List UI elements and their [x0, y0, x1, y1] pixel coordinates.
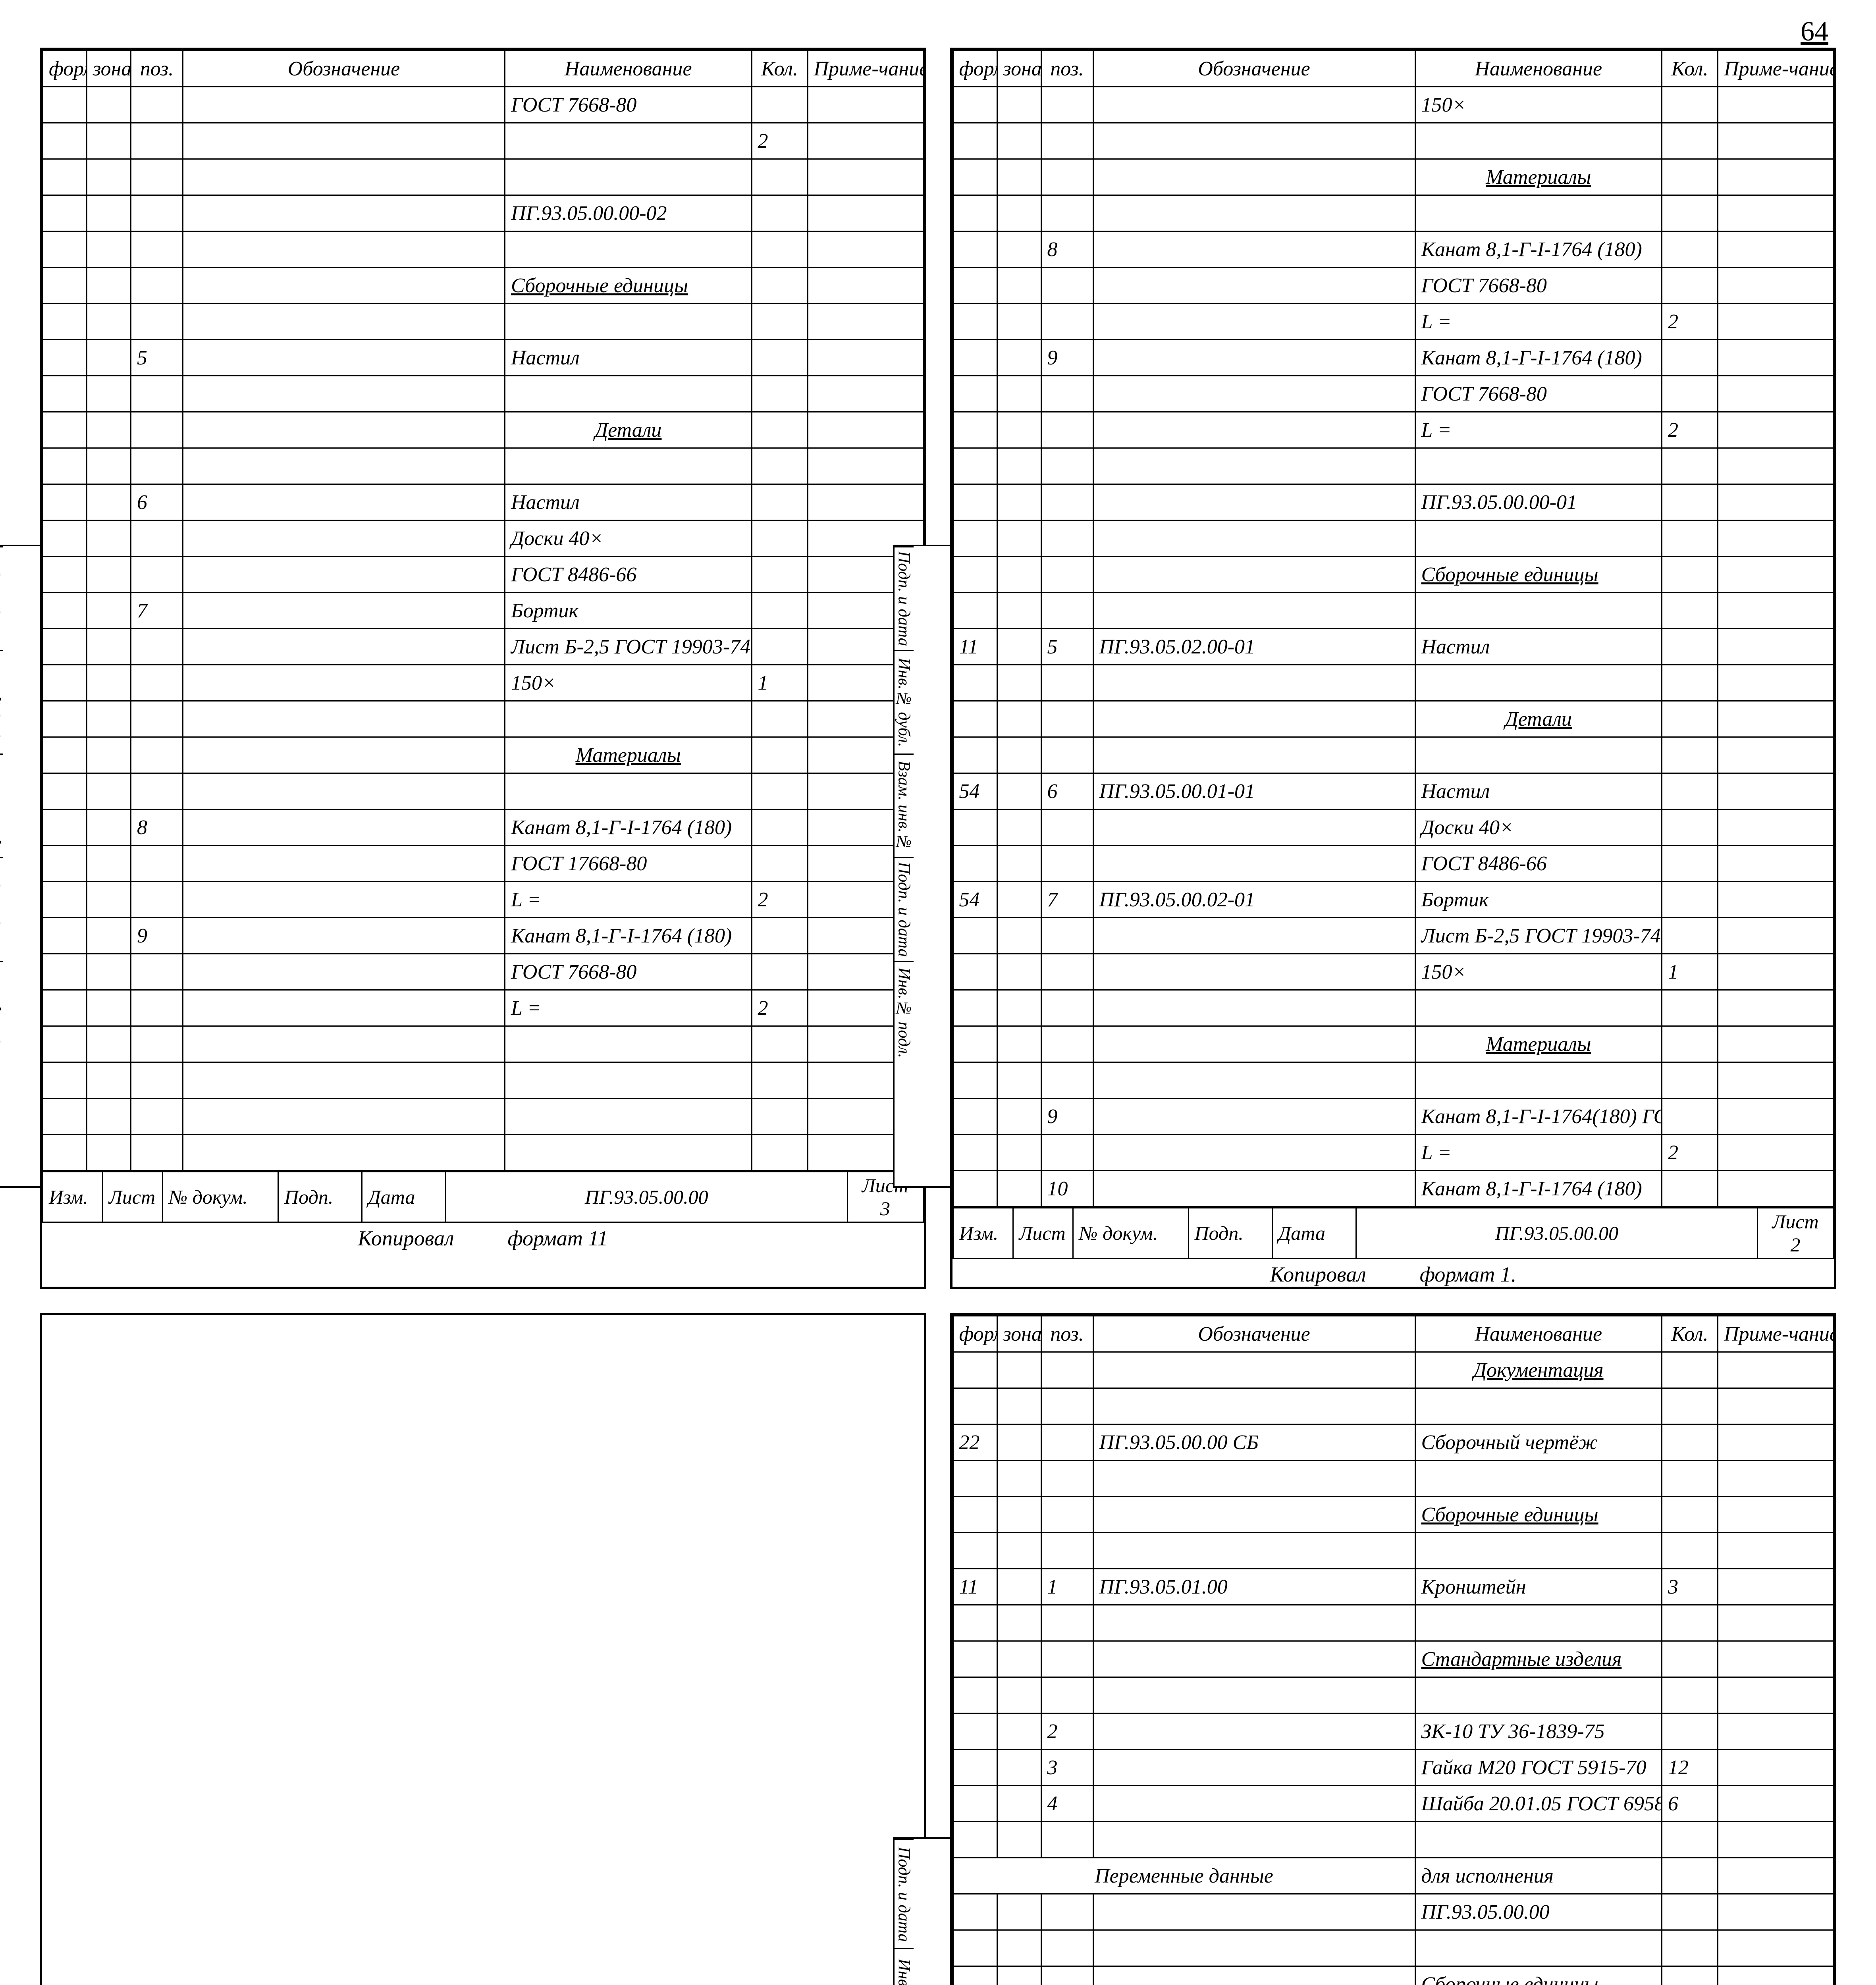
table-row	[953, 737, 1834, 773]
table-row	[953, 1605, 1834, 1641]
bom-pane-topright: Подп. и датаИнв.№ дубл. Взам. инв.№Подп.…	[950, 48, 1837, 1289]
bom-pane-topleft: Подп. и датаИнв.№ дубл. Взам. инв.№Подп.…	[40, 48, 926, 1289]
bom-table: формат зона поз. Обозначение Наименовани…	[952, 50, 1834, 1207]
table-row: 150×1	[43, 665, 924, 701]
table-row	[953, 1062, 1834, 1098]
title-strip: Изм. Лист № докум. Подп. Дата ПГ.93.05.0…	[952, 1207, 1834, 1259]
table-row: 150×	[953, 87, 1834, 123]
table-row: 22ПГ.93.05.00.00 СБСборочный чертёж	[953, 1424, 1834, 1461]
table-row	[953, 123, 1834, 159]
table-row: ПГ.93.05.00.00-01	[953, 484, 1834, 520]
table-row	[43, 159, 924, 195]
table-row: 115ПГ.93.05.02.00-01Настил	[953, 629, 1834, 665]
table-row	[43, 1098, 924, 1135]
table-row	[953, 1677, 1834, 1713]
table-row	[43, 1026, 924, 1062]
table-row: Переменные данныедля исполнения	[953, 1858, 1834, 1894]
table-row: ГОСТ 7668-80	[43, 87, 924, 123]
table-row: 150×1	[953, 954, 1834, 990]
bom-table: формат зона поз. Обозначение Наименовани…	[952, 1315, 1834, 1985]
table-row: ГОСТ 8486-66	[43, 557, 924, 593]
table-row: Детали	[953, 701, 1834, 737]
table-row: ПГ.93.05.00.00-02	[43, 195, 924, 231]
title-strip: Изм. Лист № докум. Подп. Дата ПГ.93.05.0…	[42, 1171, 924, 1223]
table-row: 6Настил	[43, 484, 924, 520]
binding-strip: Подп. и датаИнв.№ дубл. Взам. инв.№Подп.…	[0, 545, 41, 1188]
table-row	[953, 520, 1834, 557]
table-row: Сборочные единицы	[953, 1497, 1834, 1533]
table-row	[43, 701, 924, 737]
table-row	[953, 1930, 1834, 1966]
table-row: 5Настил	[43, 340, 924, 376]
table-row: ГОСТ 8486-66	[953, 846, 1834, 882]
bom-table: формат зона поз. Обозначение Наименовани…	[42, 50, 924, 1171]
binding-strip: Подп. и датаИнв.№ дубл. Взам. инв.№Подп.…	[893, 1837, 952, 1985]
table-row	[953, 1461, 1834, 1497]
table-row	[43, 231, 924, 268]
table-row: Материалы	[43, 737, 924, 773]
table-row: Лист Б-2,5 ГОСТ 19903-74 / Ст-3 ГОСТ 165…	[953, 918, 1834, 954]
table-row: L =2	[953, 304, 1834, 340]
table-row: L =2	[43, 882, 924, 918]
table-row: ГОСТ 17668-80	[43, 846, 924, 882]
table-row	[953, 448, 1834, 484]
table-row	[43, 1135, 924, 1171]
table-row: 547ПГ.93.05.00.02-01Бортик	[953, 882, 1834, 918]
table-row: 2	[43, 123, 924, 159]
table-row: Доски 40×	[43, 520, 924, 557]
table-row	[953, 665, 1834, 701]
table-row: 9Канат 8,1-Г-I-1764(180) ГОСТ 7668-80	[953, 1098, 1834, 1135]
table-row: ГОСТ 7668-80	[43, 954, 924, 990]
table-row: L =2	[953, 1135, 1834, 1171]
table-row: L =2	[953, 412, 1834, 448]
table-row: 3Гайка М20 ГОСТ 5915-7012	[953, 1750, 1834, 1786]
table-row	[43, 304, 924, 340]
table-row: Доски 40×	[953, 809, 1834, 846]
table-row	[43, 1062, 924, 1098]
table-row	[953, 1533, 1834, 1569]
table-row: 2ЗК-10 ТУ 36-1839-75	[953, 1713, 1834, 1750]
table-row: Детали	[43, 412, 924, 448]
table-row	[953, 990, 1834, 1026]
table-row	[43, 376, 924, 412]
table-row: L =2	[43, 990, 924, 1026]
table-row	[953, 1388, 1834, 1424]
table-row: 111ПГ.93.05.01.00Кронштейн3	[953, 1569, 1834, 1605]
table-row: 9Канат 8,1-Г-I-1764 (180)	[43, 918, 924, 954]
table-row	[43, 448, 924, 484]
table-row: 546ПГ.93.05.00.01-01Настил	[953, 773, 1834, 809]
table-row: Документация	[953, 1352, 1834, 1388]
table-row: ГОСТ 7668-80	[953, 376, 1834, 412]
page-number: 64	[1801, 16, 1828, 48]
table-row	[953, 195, 1834, 231]
table-row	[43, 773, 924, 809]
table-row: Сборочные единицы	[953, 557, 1834, 593]
binding-strip: Подп. и датаИнв.№ дубл. Взам. инв.№Подп.…	[893, 545, 952, 1188]
table-row	[953, 1822, 1834, 1858]
bom-pane-bottomright: Подп. и датаИнв.№ дубл. Взам. инв.№Подп.…	[950, 1313, 1837, 1985]
table-row: 9Канат 8,1-Г-I-1764 (180)	[953, 340, 1834, 376]
table-row	[953, 593, 1834, 629]
table-row: 4Шайба 20.01.05 ГОСТ 6958-786	[953, 1786, 1834, 1822]
table-row: ГОСТ 7668-80	[953, 268, 1834, 304]
table-row: 7Бортик	[43, 593, 924, 629]
empty-pane	[40, 1313, 926, 1985]
table-row: 8Канат 8,1-Г-I-1764 (180)	[43, 809, 924, 846]
table-row: ПГ.93.05.00.00	[953, 1894, 1834, 1930]
table-row: Материалы	[953, 1026, 1834, 1062]
table-row: 10Канат 8,1-Г-I-1764 (180)	[953, 1171, 1834, 1207]
table-row: Лист Б-2,5 ГОСТ 19903-74 / Ст-3 ГОСТ 165…	[43, 629, 924, 665]
table-row: Сборочные единицы	[953, 1966, 1834, 1985]
table-row: Стандартные изделия	[953, 1641, 1834, 1677]
table-row: Сборочные единицы	[43, 268, 924, 304]
table-row: Материалы	[953, 159, 1834, 195]
table-row: 8Канат 8,1-Г-I-1764 (180)	[953, 231, 1834, 268]
